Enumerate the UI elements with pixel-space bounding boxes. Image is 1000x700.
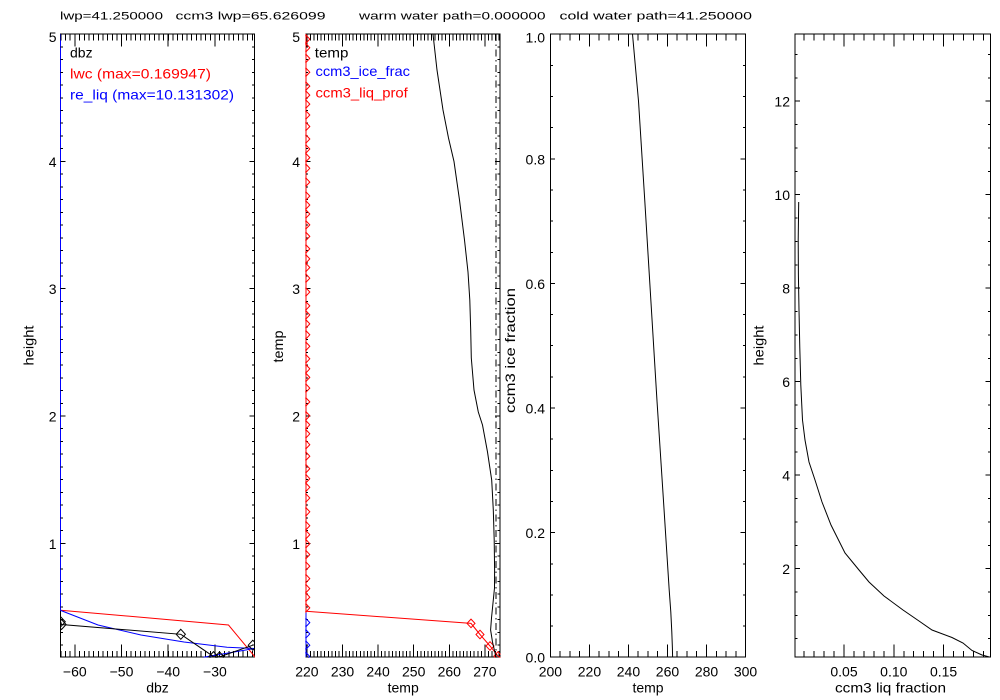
svg-text:ccm3_ice_frac: ccm3_ice_frac — [316, 63, 411, 79]
svg-text:0.6: 0.6 — [526, 276, 546, 292]
svg-text:240: 240 — [617, 664, 641, 680]
svg-text:6: 6 — [782, 374, 790, 390]
svg-text:−60: −60 — [63, 664, 87, 680]
svg-text:5: 5 — [292, 29, 300, 45]
svg-text:300: 300 — [734, 664, 758, 680]
svg-text:0.4: 0.4 — [526, 401, 546, 417]
svg-text:220: 220 — [295, 664, 319, 680]
svg-text:220: 220 — [578, 664, 602, 680]
svg-text:3: 3 — [49, 281, 57, 297]
svg-text:0.2: 0.2 — [526, 525, 546, 541]
svg-text:5: 5 — [49, 29, 57, 45]
svg-text:cold water path=41.250000: cold water path=41.250000 — [560, 11, 753, 23]
svg-text:ccm3 lwp=65.626099: ccm3 lwp=65.626099 — [176, 11, 326, 23]
svg-text:lwp=41.250000: lwp=41.250000 — [60, 11, 163, 23]
svg-text:4: 4 — [49, 154, 57, 170]
svg-text:2: 2 — [782, 561, 790, 577]
svg-text:4: 4 — [292, 154, 300, 170]
svg-text:temp: temp — [270, 330, 286, 362]
svg-text:260: 260 — [656, 664, 680, 680]
svg-text:ccm3 liq fraction: ccm3 liq fraction — [835, 680, 946, 696]
svg-text:10: 10 — [774, 187, 790, 203]
svg-text:warm water path=0.000000: warm water path=0.000000 — [358, 11, 546, 23]
svg-text:0.8: 0.8 — [526, 151, 546, 167]
svg-text:3: 3 — [292, 281, 300, 297]
svg-text:dbz: dbz — [146, 680, 169, 696]
svg-text:ccm3 ice fraction: ccm3 ice fraction — [502, 288, 518, 413]
svg-text:1.0: 1.0 — [526, 30, 546, 46]
svg-text:lwc (max=0.169947): lwc (max=0.169947) — [70, 66, 211, 82]
svg-text:0.05: 0.05 — [830, 664, 857, 680]
svg-text:230: 230 — [331, 664, 355, 680]
svg-text:280: 280 — [695, 664, 719, 680]
svg-text:re_liq (max=10.131302): re_liq (max=10.131302) — [70, 87, 234, 103]
svg-text:270: 270 — [473, 664, 497, 680]
svg-text:260: 260 — [438, 664, 462, 680]
svg-text:2: 2 — [49, 409, 57, 425]
svg-text:ccm3_liq_prof: ccm3_liq_prof — [316, 85, 408, 101]
svg-text:−30: −30 — [203, 664, 227, 680]
svg-text:0.15: 0.15 — [930, 664, 957, 680]
svg-text:200: 200 — [539, 664, 563, 680]
svg-text:250: 250 — [402, 664, 426, 680]
svg-text:2: 2 — [292, 409, 300, 425]
svg-text:4: 4 — [782, 468, 790, 484]
svg-text:0.0: 0.0 — [526, 650, 546, 666]
svg-text:−50: −50 — [110, 664, 134, 680]
svg-text:−40: −40 — [156, 664, 180, 680]
svg-text:height: height — [751, 325, 767, 365]
svg-text:1: 1 — [49, 536, 57, 552]
svg-text:0.10: 0.10 — [880, 664, 907, 680]
svg-text:height: height — [21, 325, 37, 365]
svg-text:1: 1 — [292, 536, 300, 552]
svg-text:dbz: dbz — [70, 45, 93, 61]
svg-text:8: 8 — [782, 281, 790, 297]
svg-text:temp: temp — [388, 680, 419, 696]
svg-text:temp: temp — [315, 45, 349, 61]
svg-text:temp: temp — [632, 680, 663, 696]
svg-text:12: 12 — [774, 94, 790, 110]
svg-text:240: 240 — [366, 664, 390, 680]
